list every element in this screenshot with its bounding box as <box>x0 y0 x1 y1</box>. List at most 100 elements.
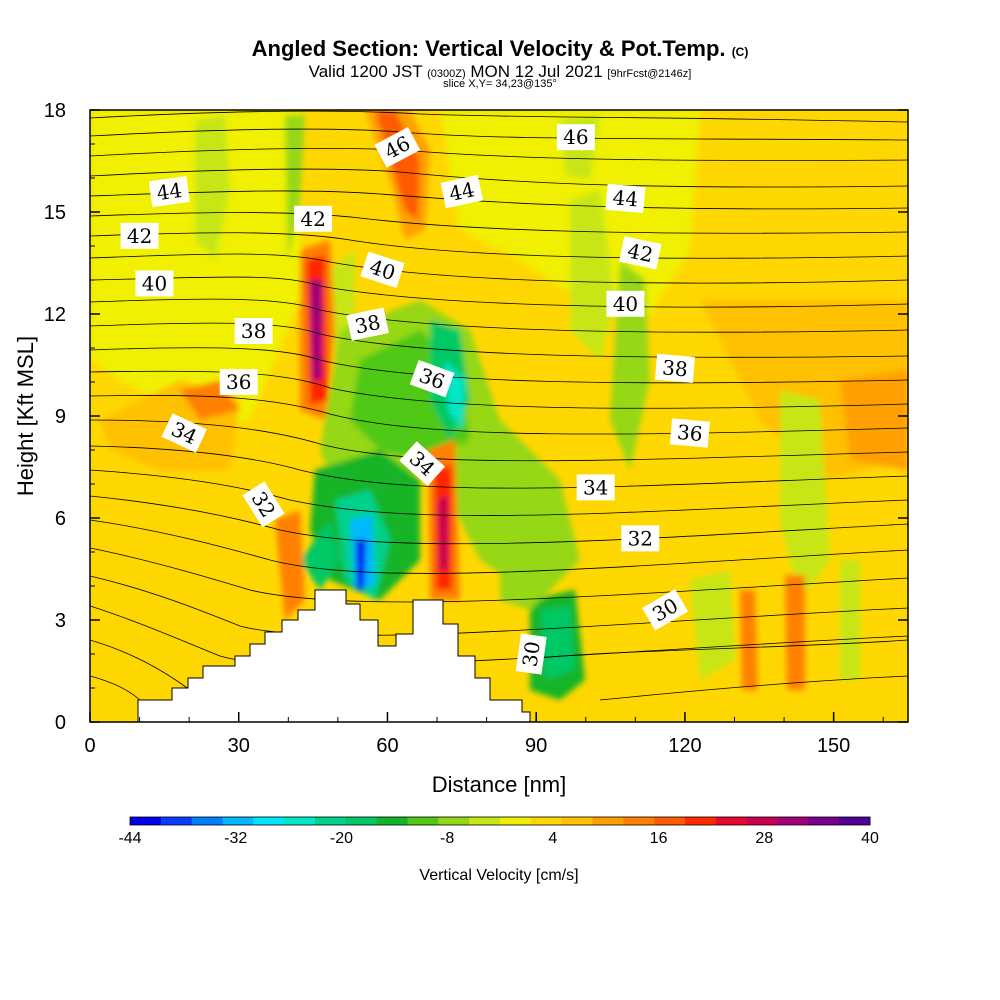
contour-label: 38 <box>234 318 273 344</box>
colorbar-swatch <box>345 817 378 825</box>
contour-label: 36 <box>409 359 455 398</box>
contour-label-box <box>219 369 258 395</box>
contour-label-box <box>621 525 660 552</box>
velocity-field <box>90 110 908 722</box>
colorbar-tick-label: -32 <box>224 830 247 847</box>
contour-label-text: 30 <box>518 640 545 669</box>
contour-label-box <box>242 481 285 528</box>
contour-label-text: 44 <box>612 185 639 211</box>
colorbar-tick-label: 40 <box>861 830 879 847</box>
field-region <box>500 540 560 610</box>
field-region <box>90 110 300 430</box>
colorbar-swatch <box>376 817 408 825</box>
contour-label-text: 42 <box>625 238 655 267</box>
colorbar-swatch <box>654 817 686 825</box>
chart-title-main: Angled Section: Vertical Velocity & Pot.… <box>251 36 726 61</box>
contour-label-box <box>161 413 207 453</box>
contour-label-box <box>148 176 190 208</box>
terrain <box>137 589 531 723</box>
contour-line <box>90 639 908 691</box>
colorbar-swatch <box>623 817 655 825</box>
colorbar-swatch <box>777 817 809 825</box>
x-tick-label: 150 <box>817 735 850 757</box>
colorbar-swatch <box>315 817 347 825</box>
contour-label: 34 <box>576 474 615 501</box>
contour-label-box <box>606 290 645 317</box>
contour-label-text: 40 <box>613 292 638 316</box>
contour-line <box>90 469 908 516</box>
field-region <box>540 605 575 680</box>
contour-label-box <box>294 205 333 232</box>
x-axis-title: Distance [nm] <box>432 772 567 797</box>
contour-label-box <box>642 589 689 631</box>
forecast-info: [9hrFcst@2146z] <box>607 68 692 80</box>
contour-line <box>90 495 908 545</box>
field-region <box>285 115 305 260</box>
contour-label: 30 <box>515 633 547 675</box>
valid-utc: (0300Z) <box>427 68 466 80</box>
contour-line <box>90 147 908 161</box>
contour-label-text: 46 <box>563 125 588 149</box>
field-region <box>785 575 805 690</box>
slice-info: slice X,Y= 34,23@135° <box>443 78 557 90</box>
field-region <box>840 560 860 680</box>
valid-date: MON 12 Jul 2021 <box>470 62 603 81</box>
field-region <box>740 590 758 690</box>
x-tick-label: 0 <box>84 735 95 757</box>
contour-line <box>90 128 908 141</box>
contour-label-text: 42 <box>127 224 152 248</box>
contour-line <box>90 190 908 210</box>
field-region <box>195 115 230 260</box>
colorbar-swatch <box>191 817 223 825</box>
colorbar-swatch <box>808 817 840 825</box>
contour-label: 46 <box>556 124 595 151</box>
contour-line <box>90 168 908 188</box>
y-tick-label: 12 <box>44 304 66 326</box>
colorbar-swatch <box>160 817 193 825</box>
colorbar-swatch <box>715 817 748 825</box>
colorbar-swatch <box>130 817 162 825</box>
colorbar-swatch <box>530 817 563 825</box>
colorbar-title: Vertical Velocity [cm/s] <box>419 867 578 884</box>
x-tick-label: 30 <box>228 735 250 757</box>
y-axis-title: Height [Kft MSL] <box>13 336 38 496</box>
contour-line <box>90 445 908 489</box>
colorbar-tick-label: 16 <box>650 830 668 847</box>
contour-line <box>90 232 908 259</box>
colorbar-swatch <box>438 817 470 825</box>
contour-label-box <box>556 124 595 151</box>
contour-label-text: 38 <box>241 319 266 343</box>
valid-time: Valid 1200 JST <box>308 62 423 81</box>
field-region <box>275 510 305 620</box>
field-region <box>310 280 322 380</box>
contour-label: 44 <box>440 174 484 209</box>
contour-label-box <box>234 318 273 344</box>
colorbar-swatch <box>469 817 501 825</box>
contour-label-box <box>576 474 615 501</box>
contour-label: 36 <box>669 418 710 448</box>
contour-line <box>90 347 908 384</box>
contour-label-box <box>654 353 696 384</box>
contour-label: 40 <box>360 251 405 289</box>
colorbar-swatch <box>839 817 871 825</box>
colorbar-swatch <box>685 817 717 825</box>
contour-line <box>90 110 908 123</box>
x-tick-label: 90 <box>525 735 547 757</box>
contour-label-box <box>605 183 646 214</box>
field-region <box>855 410 895 460</box>
chart-title-unit: (C) <box>731 45 749 59</box>
x-tick-label: 60 <box>376 735 398 757</box>
contour-label-box <box>360 251 405 289</box>
colorbar-tick-label: -44 <box>118 830 141 847</box>
contour-label-text: 38 <box>661 355 688 381</box>
colorbar-swatch <box>746 817 778 825</box>
contour-label: 42 <box>294 205 333 232</box>
contour-label-box <box>409 359 455 398</box>
colorbar-swatch <box>500 817 532 825</box>
x-tick-label: 120 <box>668 735 701 757</box>
contour-label: 40 <box>135 270 174 297</box>
contour-label-text: 44 <box>447 177 477 206</box>
